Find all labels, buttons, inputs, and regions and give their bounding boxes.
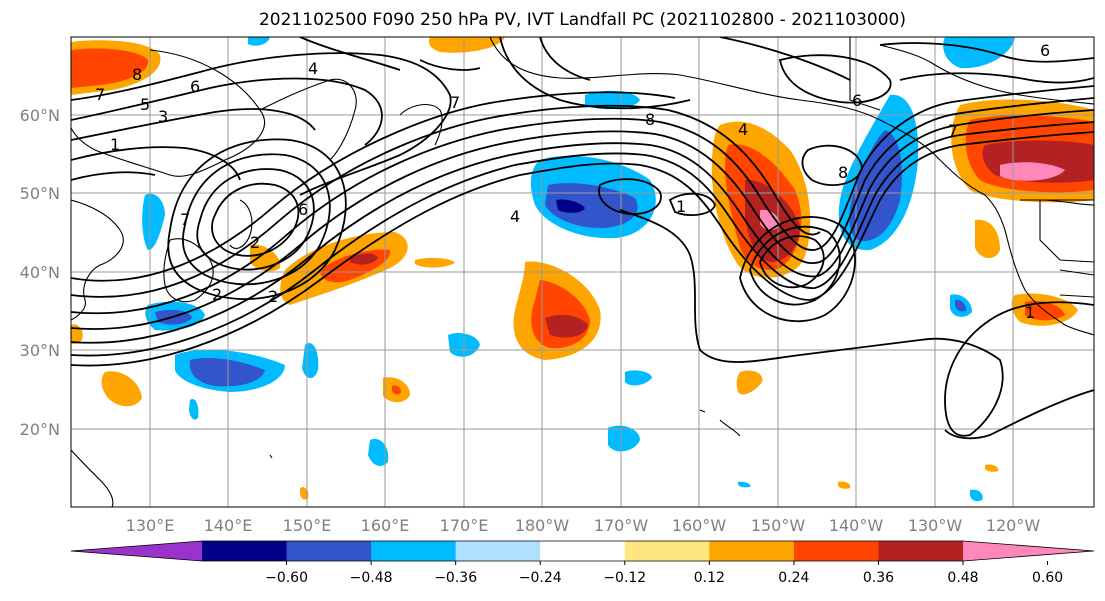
colorbar-tick-label: 0.36 <box>863 570 894 586</box>
colorbar-tick-label: 0.24 <box>778 570 809 586</box>
colorbar-tick-label: 0.60 <box>1032 570 1063 586</box>
latitude-labels: 60°N 50°N 40°N 30°N 20°N <box>20 106 60 439</box>
longitude-labels: 130°E 140°E 150°E 160°E 170°E 180°W 170°… <box>126 516 1041 535</box>
colorbar-tick-label: 0.12 <box>694 570 725 586</box>
contour-label: 7 <box>95 85 105 104</box>
contour-label: 7 <box>450 93 460 112</box>
contour-label: 8 <box>132 65 142 84</box>
map-title: 2021102500 F090 250 hPa PV, IVT Landfall… <box>258 10 906 30</box>
lon-label: 150°W <box>751 516 806 535</box>
lon-label: 130°W <box>908 516 963 535</box>
colorbar-tick-label: −0.60 <box>265 570 308 586</box>
colorbar-outline <box>70 540 1095 562</box>
contour-label: 2 <box>268 287 278 306</box>
colorbar-segment <box>624 541 710 561</box>
contour-label: 2 <box>212 285 222 304</box>
contour-label: 8 <box>645 110 655 129</box>
lat-label-60n: 60°N <box>20 106 60 125</box>
contour-label: 6 <box>852 91 862 110</box>
colorbar-tick-label: 0.48 <box>947 570 978 586</box>
colorbar-tick-label: −0.48 <box>350 570 393 586</box>
lat-label-50n: 50°N <box>20 184 60 203</box>
lon-label: 140°W <box>829 516 884 535</box>
lon-label: 140°E <box>204 516 253 535</box>
contour-label: 4 <box>738 120 748 139</box>
contour-label: 3 <box>158 107 168 126</box>
lon-label: 130°E <box>126 516 175 535</box>
contour-label: 1 <box>110 135 120 154</box>
contour-label: 7 <box>948 121 958 140</box>
colorbar-tick-label: −0.36 <box>434 570 477 586</box>
colorbar-tick-label: −0.24 <box>519 570 562 586</box>
colorbar-segment <box>709 541 795 561</box>
lon-label: 160°W <box>672 516 727 535</box>
gridlines <box>71 37 1094 507</box>
contour-label: 2 <box>250 233 260 252</box>
colorbar-segment <box>793 541 879 561</box>
contour-label: 8 <box>838 163 848 182</box>
contour-label: 7 <box>180 210 190 229</box>
colorbar-segment <box>286 541 372 561</box>
lat-label-40n: 40°N <box>20 263 60 282</box>
lat-label-20n: 20°N <box>20 420 60 439</box>
map-frame <box>70 36 1095 508</box>
contour-label: 4 <box>308 59 318 78</box>
lon-label: 170°W <box>594 516 649 535</box>
contour-label: 6 <box>190 77 200 96</box>
colorbar-segment <box>371 541 457 561</box>
contour-label: 4 <box>510 207 520 226</box>
contour-labels: 8 7 6 5 4 3 2 1 7 6 4 2 8 7 6 1 4 8 7 6 … <box>95 41 1050 322</box>
lon-label: 170°E <box>440 516 489 535</box>
colorbar-segment <box>878 541 964 561</box>
contour-label: 6 <box>298 200 308 219</box>
colorbar-segment <box>540 541 626 561</box>
lon-label: 180°W <box>515 516 570 535</box>
colorbar-segment <box>455 541 541 561</box>
colorbar-extend-low <box>71 541 202 561</box>
colorbar-tick-label: −0.12 <box>603 570 646 586</box>
contour-label: 5 <box>140 95 150 114</box>
pv-contours <box>71 37 1094 440</box>
colorbar-extend-high <box>963 541 1094 561</box>
colorbar: −0.60 −0.48 −0.36 −0.24 −0.12 0.12 0.24 0.36 0.4… <box>70 540 1095 586</box>
contour-label: 1 <box>676 197 686 216</box>
contour-label: 1 <box>1025 303 1035 322</box>
contour-label: 6 <box>1040 41 1050 60</box>
lon-label: 120°W <box>986 516 1041 535</box>
colorbar-segment <box>202 541 288 561</box>
lon-label: 160°E <box>361 516 410 535</box>
lat-label-30n: 30°N <box>20 341 60 360</box>
lon-label: 150°E <box>283 516 332 535</box>
